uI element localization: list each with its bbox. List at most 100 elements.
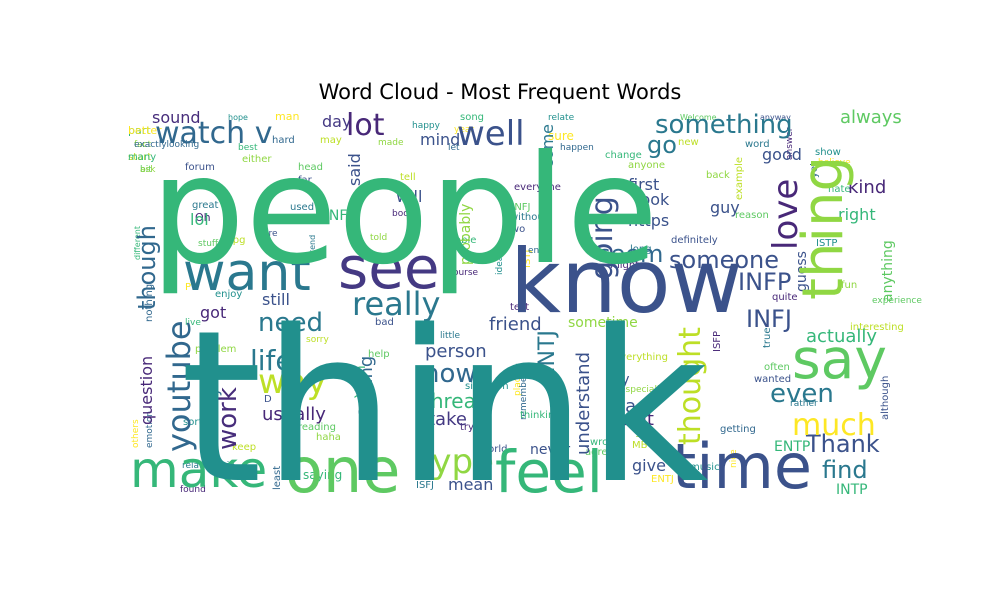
word-rather: rather bbox=[790, 399, 818, 409]
word-maybe: maybe bbox=[203, 367, 222, 422]
word-go: go bbox=[647, 131, 677, 159]
word-thread: thread bbox=[423, 389, 489, 413]
word-example: example bbox=[734, 157, 745, 200]
word-lot: lot bbox=[346, 108, 385, 143]
word-agree: agree bbox=[585, 447, 614, 458]
word-hard: hard bbox=[272, 135, 295, 146]
word-help: help bbox=[368, 349, 390, 360]
word-intp: INTP bbox=[836, 482, 868, 498]
word-book: book bbox=[392, 209, 415, 219]
word-really: really bbox=[352, 285, 440, 323]
word-relationship: relationship bbox=[182, 461, 235, 471]
word-welcome: Welcome bbox=[680, 113, 717, 122]
word-haha: haha bbox=[316, 432, 341, 443]
word-change: change bbox=[605, 150, 642, 161]
word-definitely: definitely bbox=[671, 235, 718, 246]
word-never: never bbox=[530, 442, 570, 458]
word-talk: talk bbox=[515, 363, 533, 373]
word-true: true bbox=[762, 327, 773, 348]
word-jpg: jpg bbox=[229, 235, 245, 246]
word-although: although bbox=[880, 376, 891, 420]
word-idea: idea bbox=[495, 256, 505, 275]
word-found: found bbox=[180, 485, 206, 495]
word-hate: hate bbox=[828, 184, 851, 195]
word-great: great bbox=[192, 200, 219, 211]
word-mean: mean bbox=[448, 475, 493, 494]
word-stuff: stuff bbox=[198, 239, 219, 249]
word-enjoy: enjoy bbox=[215, 289, 242, 300]
word-read: read bbox=[607, 396, 648, 417]
word-entp: ENTP bbox=[774, 439, 810, 455]
word-nice: nice bbox=[729, 449, 739, 468]
word-course: course bbox=[448, 268, 479, 278]
word-enfp: ENFP bbox=[320, 208, 356, 224]
word-people: people bbox=[150, 124, 658, 298]
word-without: without bbox=[510, 212, 548, 223]
word-everything: everything bbox=[614, 352, 668, 363]
word-give: give bbox=[632, 456, 666, 475]
word-think: think bbox=[180, 285, 709, 530]
word-care: care bbox=[258, 229, 278, 239]
word-head: head bbox=[298, 162, 323, 173]
word-least: least bbox=[272, 466, 283, 490]
word-now: now bbox=[423, 359, 477, 389]
word-tend: tend bbox=[308, 235, 317, 253]
word-time: time bbox=[672, 430, 812, 503]
word-reading: reading bbox=[298, 422, 336, 433]
word-experience: experience bbox=[872, 296, 922, 306]
word-interesting: interesting bbox=[850, 322, 904, 333]
word-nothing: nothing bbox=[144, 284, 155, 322]
word-well: well bbox=[457, 114, 525, 154]
word-question: question bbox=[137, 356, 156, 425]
word-let: let bbox=[448, 143, 460, 153]
word-understand: understand bbox=[573, 352, 594, 455]
word-make: make bbox=[130, 441, 267, 499]
word-quite: quite bbox=[772, 292, 798, 303]
word-yeah: Yeah bbox=[353, 365, 369, 399]
word-way: way bbox=[258, 362, 327, 402]
word-take: take bbox=[428, 409, 467, 430]
word-song: song bbox=[460, 112, 484, 123]
word-istj: ISTJ bbox=[522, 250, 533, 268]
word-guy: guy bbox=[710, 198, 740, 217]
word-live: live bbox=[185, 318, 201, 328]
word-anyone: anyone bbox=[628, 160, 665, 171]
word-bit: bit bbox=[140, 165, 152, 175]
word-guess: guess bbox=[794, 251, 810, 292]
word-long: long bbox=[630, 244, 652, 255]
word-d: D bbox=[264, 394, 272, 405]
word-feel: feel bbox=[495, 438, 603, 506]
word-thought: thought bbox=[673, 327, 708, 445]
word-thank: Thank bbox=[805, 430, 880, 458]
word-far: far bbox=[298, 175, 313, 186]
word-trying: trying bbox=[460, 422, 489, 433]
word-situation: situation bbox=[465, 381, 509, 392]
word-mbti: MBTI bbox=[632, 440, 657, 451]
word-anything: anything bbox=[880, 240, 896, 302]
word-used: used bbox=[290, 202, 314, 213]
word-tell: tell bbox=[400, 172, 416, 183]
word-others: others bbox=[131, 419, 141, 448]
word-oh: Oh bbox=[195, 211, 211, 224]
word-work: work bbox=[213, 387, 243, 450]
word-sort: sort bbox=[183, 417, 202, 428]
word-test: test bbox=[510, 302, 529, 313]
word-isfj: ISFJ bbox=[416, 480, 434, 491]
word-often: often bbox=[764, 362, 790, 373]
word-world: world bbox=[480, 444, 508, 455]
word-forum: forum bbox=[185, 162, 215, 173]
word-person: person bbox=[425, 341, 487, 362]
word-fun: fun bbox=[841, 280, 857, 291]
word-thing: thing bbox=[791, 156, 856, 300]
word-usually: usually bbox=[262, 404, 326, 425]
word-back: back bbox=[706, 170, 730, 181]
word-kind: kind bbox=[848, 177, 886, 198]
word-exactlylooking: exactlylooking bbox=[134, 140, 199, 150]
word-much: much bbox=[792, 408, 876, 443]
word-sometime: sometime bbox=[568, 315, 638, 331]
word-show: show bbox=[815, 147, 841, 158]
word-problem: problem bbox=[195, 344, 236, 355]
word-sound: sound bbox=[152, 108, 201, 127]
word-find: find bbox=[822, 456, 868, 484]
word-keep: keep bbox=[232, 442, 256, 453]
